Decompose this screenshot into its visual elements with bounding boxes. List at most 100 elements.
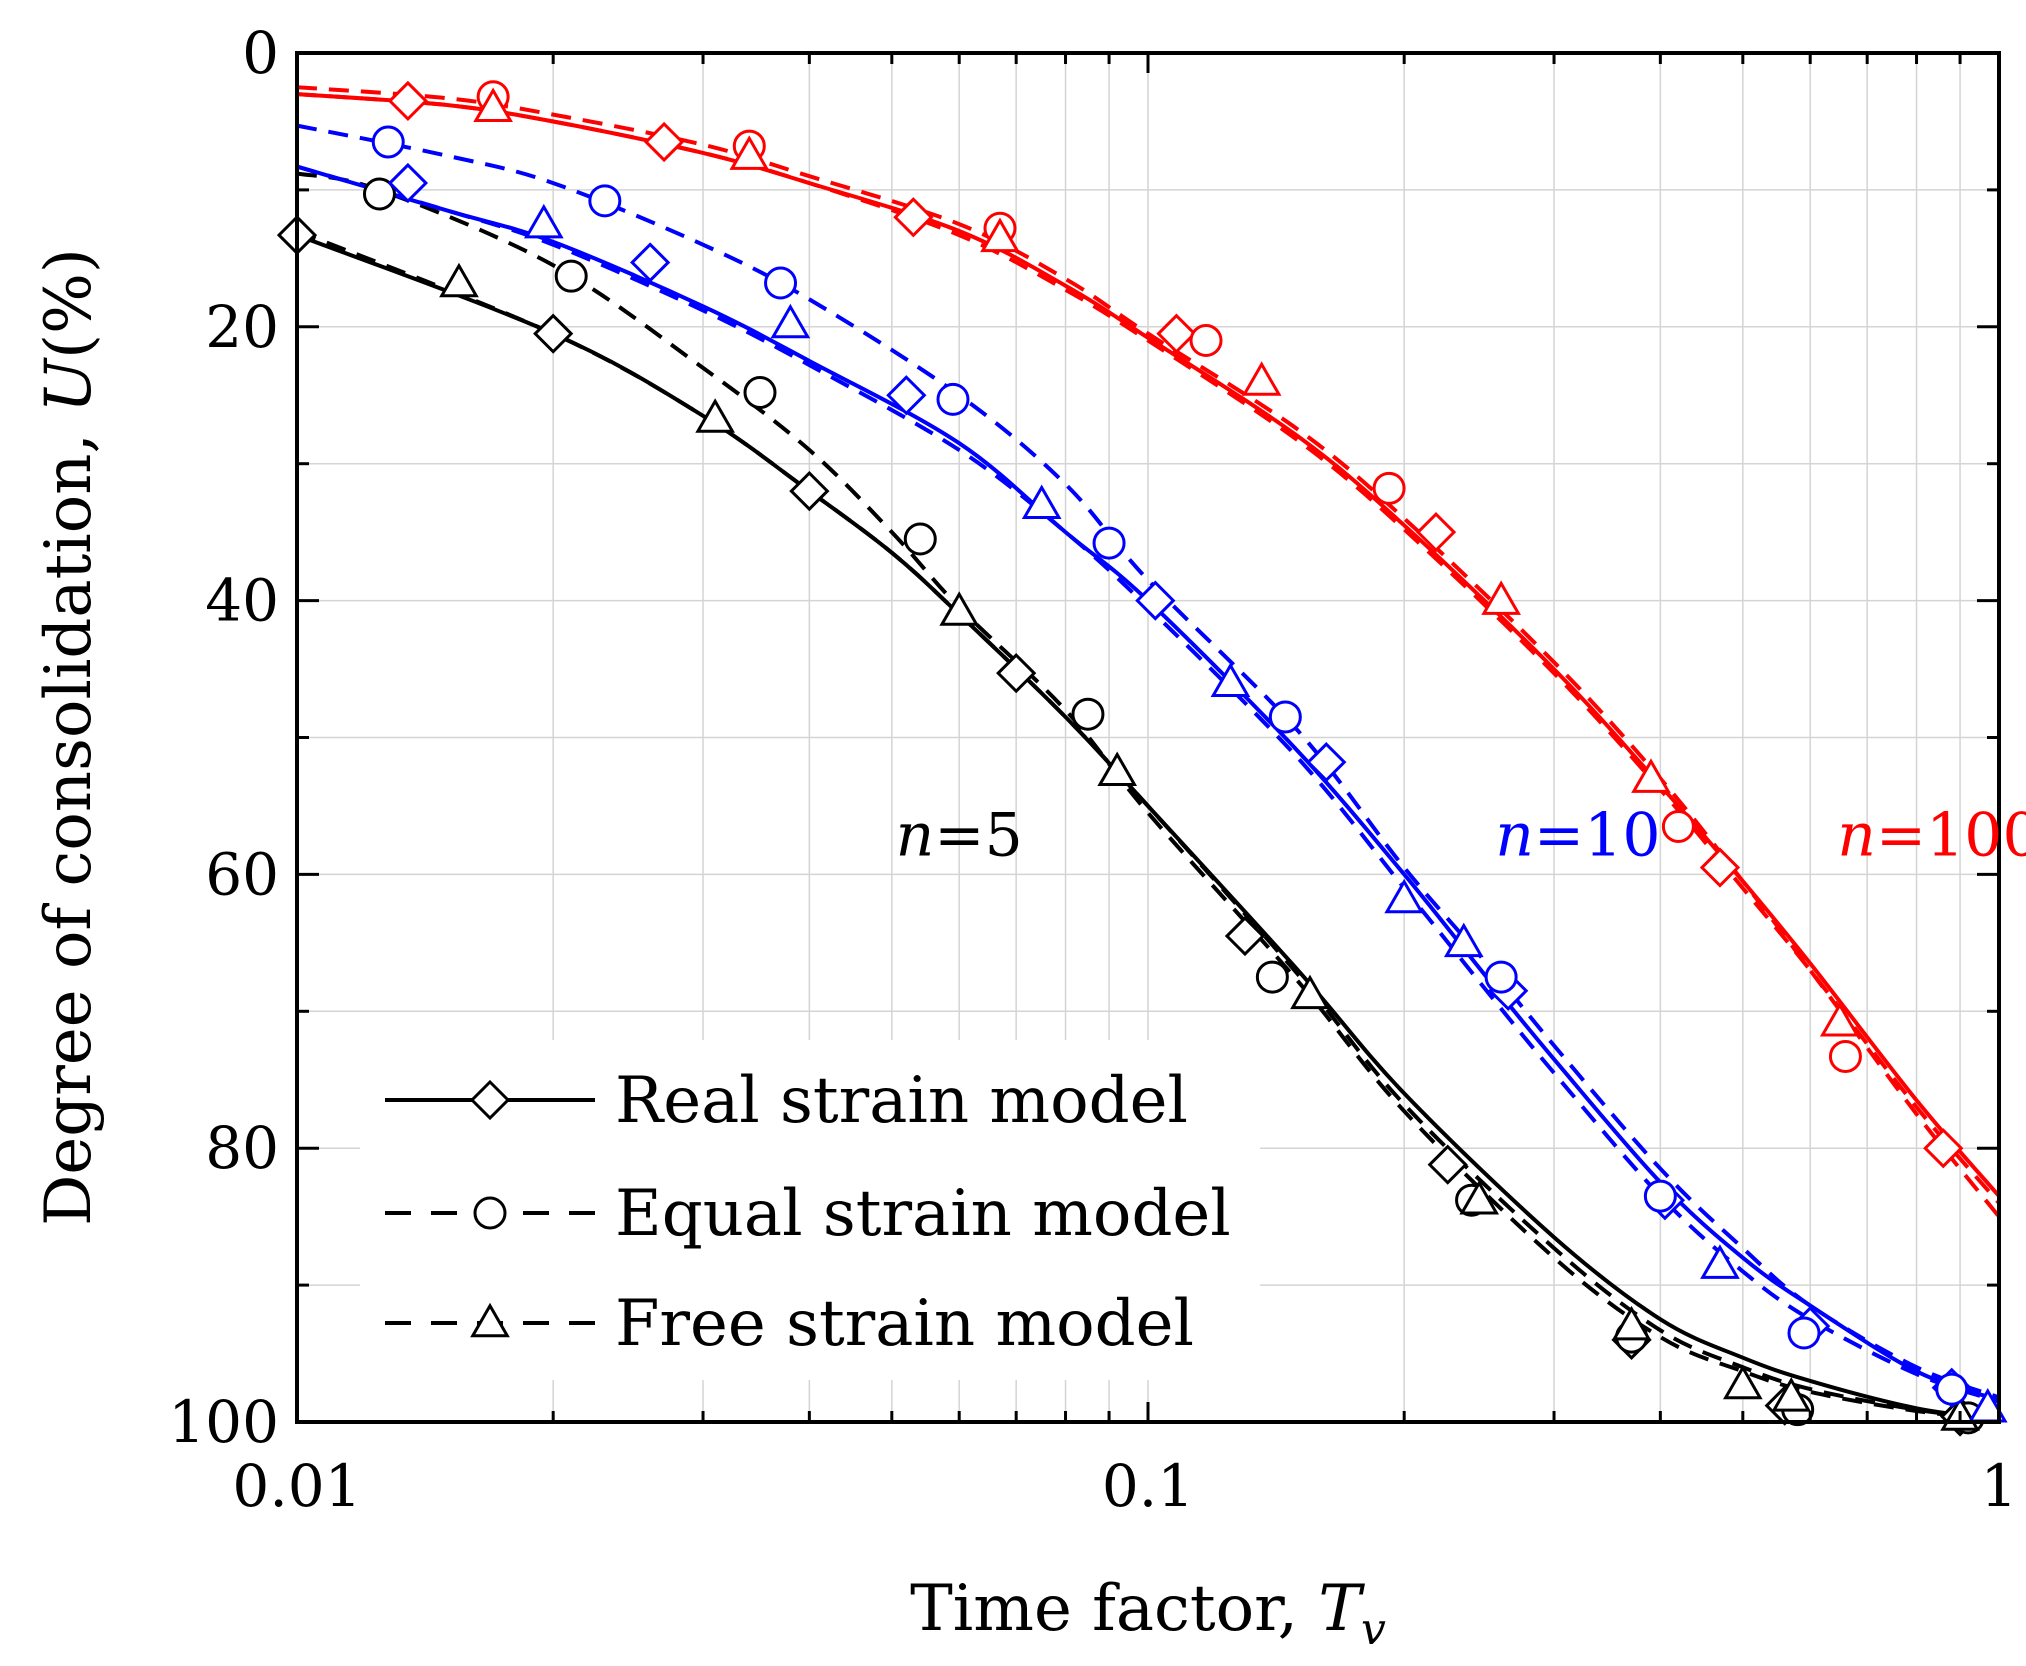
data-point-equal-strain-model-n-10 bbox=[936, 382, 970, 416]
data-point-equal-strain-model-n-5 bbox=[743, 376, 777, 410]
data-point-free-strain-model-n-100 bbox=[729, 135, 770, 170]
data-point-equal-strain-model-n-100 bbox=[1661, 809, 1695, 843]
data-point-real-strain-model-n-5 bbox=[533, 313, 574, 354]
data-point-real-strain-model-n-5 bbox=[996, 653, 1037, 694]
data-point-free-strain-model-n-5 bbox=[695, 398, 735, 433]
data-point-free-strain-model-n-10 bbox=[770, 303, 811, 339]
data-point-equal-strain-model-n-100 bbox=[1189, 323, 1223, 357]
series-annotation: n=100 bbox=[1837, 800, 2026, 870]
data-point-real-strain-model-n-10 bbox=[630, 242, 671, 283]
legend: Real strain model Equal strain model Free … bbox=[360, 1040, 1260, 1380]
series-annotation: n=10 bbox=[1495, 800, 1660, 870]
data-point-free-strain-model-n-100 bbox=[1631, 758, 1671, 793]
y-tick-label: 60 bbox=[205, 840, 279, 908]
data-point-equal-strain-model-n-10 bbox=[371, 125, 405, 159]
legend-marker-equal-strain-model bbox=[473, 1196, 507, 1230]
data-point-free-strain-model-n-100 bbox=[1241, 361, 1282, 396]
data-point-real-strain-model-n-100 bbox=[1415, 512, 1457, 553]
series-line-equal-strain-model-n-5 bbox=[296, 171, 2000, 1422]
data-point-real-strain-model-n-10 bbox=[387, 162, 429, 204]
data-point-equal-strain-model-n-10 bbox=[588, 184, 622, 218]
data-point-equal-strain-model-n-10 bbox=[764, 266, 798, 300]
series-line-free-strain-model-n-10 bbox=[296, 164, 2000, 1404]
series-annotation: n=5 bbox=[896, 800, 1023, 870]
data-point-real-strain-model-n-100 bbox=[1699, 847, 1741, 888]
y-axis-title-unit: (%) bbox=[32, 248, 106, 359]
data-point-free-strain-model-n-100 bbox=[1819, 1001, 1860, 1037]
y-tick-label: 100 bbox=[168, 1388, 279, 1456]
data-point-free-strain-model-n-5 bbox=[1097, 751, 1138, 786]
data-point-free-strain-model-n-5 bbox=[1771, 1377, 1812, 1412]
x-axis-title-subscript: v bbox=[1361, 1604, 1386, 1655]
data-point-free-strain-model-n-5 bbox=[1290, 974, 1330, 1010]
data-point-real-strain-model-n-5 bbox=[1224, 915, 1266, 957]
data-point-real-strain-model-n-10 bbox=[1135, 580, 1176, 621]
data-point-free-strain-model-n-10 bbox=[1021, 484, 1062, 520]
y-tick-label: 0 bbox=[242, 19, 279, 87]
data-point-equal-strain-model-n-10 bbox=[1935, 1372, 1969, 1406]
data-point-real-strain-model-n-100 bbox=[1923, 1128, 1964, 1169]
x-tick-label: 1 bbox=[1981, 1452, 2018, 1520]
data-point-real-strain-model-n-5 bbox=[1427, 1144, 1468, 1185]
data-point-free-strain-model-n-5 bbox=[1722, 1364, 1763, 1400]
annotation-text: =100 bbox=[1876, 800, 2026, 870]
axis-ticks: 0.01 0.1 1 0 20 40 60 80 100 bbox=[168, 19, 2017, 1520]
series-line-equal-strain-model-n-10 bbox=[296, 123, 2000, 1400]
data-point-free-strain-model-n-5 bbox=[939, 591, 980, 626]
data-point-equal-strain-model-n-100 bbox=[1828, 1039, 1862, 1073]
annotation-italic: n bbox=[896, 800, 935, 870]
series-line-equal-strain-model-n-100 bbox=[296, 85, 2001, 1218]
y-axis-title-text: Degree of consolidation, bbox=[32, 413, 106, 1226]
data-point-equal-strain-model-n-10 bbox=[1092, 526, 1126, 560]
data-point-real-strain-model-n-100 bbox=[387, 80, 429, 122]
data-point-equal-strain-model-n-5 bbox=[362, 177, 396, 211]
legend-label: Equal strain model bbox=[615, 1177, 1231, 1251]
data-point-free-strain-model-n-10 bbox=[1210, 662, 1251, 697]
annotation-italic: n bbox=[1837, 800, 1876, 870]
data-point-free-strain-model-n-10 bbox=[1384, 878, 1425, 914]
data-point-equal-strain-model-n-10 bbox=[1787, 1316, 1821, 1350]
data-point-free-strain-model-n-5 bbox=[1459, 1179, 1500, 1215]
legend-marker-real-strain-model bbox=[469, 1079, 511, 1121]
data-point-equal-strain-model-n-10 bbox=[1643, 1179, 1677, 1213]
data-point-free-strain-model-n-5 bbox=[1611, 1305, 1652, 1341]
y-tick-label: 40 bbox=[205, 567, 279, 635]
series-line-free-strain-model-n-100 bbox=[296, 92, 2001, 1205]
data-point-equal-strain-model-n-10 bbox=[1268, 700, 1302, 734]
x-tick-label: 0.01 bbox=[232, 1452, 361, 1520]
legend-label: Free strain model bbox=[615, 1287, 1194, 1361]
data-point-equal-strain-model-n-5 bbox=[554, 259, 588, 293]
y-tick-label: 20 bbox=[205, 293, 279, 361]
data-point-free-strain-model-n-10 bbox=[1443, 922, 1484, 958]
data-point-equal-strain-model-n-5 bbox=[903, 522, 937, 556]
data-point-real-strain-model-n-10 bbox=[886, 375, 927, 416]
annotation-text: =10 bbox=[1534, 800, 1661, 870]
data-point-real-strain-model-n-100 bbox=[643, 121, 685, 163]
annotation-text: =5 bbox=[934, 800, 1022, 870]
x-axis-title: Time factor, Tv bbox=[910, 1572, 1386, 1655]
data-point-real-strain-model-n-10 bbox=[1306, 742, 1347, 783]
data-point-equal-strain-model-n-100 bbox=[1372, 471, 1406, 505]
data-point-free-strain-model-n-100 bbox=[473, 87, 513, 123]
data-point-real-strain-model-n-5 bbox=[789, 470, 830, 512]
data-point-real-strain-model-n-100 bbox=[1156, 313, 1197, 354]
data-point-equal-strain-model-n-10 bbox=[1484, 960, 1518, 994]
y-axis-title: Degree of consolidation, U(%) bbox=[32, 248, 106, 1226]
data-point-free-strain-model-n-100 bbox=[1481, 580, 1521, 615]
data-point-free-strain-model-n-10 bbox=[523, 203, 564, 239]
data-point-equal-strain-model-n-5 bbox=[1255, 960, 1289, 994]
annotation-italic: n bbox=[1495, 800, 1534, 870]
legend-marker-free-strain-model bbox=[470, 1302, 510, 1338]
x-axis-title-text: Time factor, bbox=[910, 1572, 1318, 1646]
y-tick-label: 80 bbox=[205, 1114, 279, 1182]
x-tick-label: 0.1 bbox=[1102, 1452, 1194, 1520]
data-point-free-strain-model-n-10 bbox=[1700, 1244, 1740, 1279]
x-axis-title-symbol: T bbox=[1318, 1572, 1365, 1646]
data-point-free-strain-model-n-100 bbox=[980, 217, 1020, 253]
series-markers bbox=[276, 80, 2008, 1437]
legend-label: Real strain model bbox=[615, 1064, 1188, 1138]
data-point-equal-strain-model-n-5 bbox=[1071, 697, 1105, 731]
data-point-free-strain-model-n-5 bbox=[439, 262, 479, 298]
